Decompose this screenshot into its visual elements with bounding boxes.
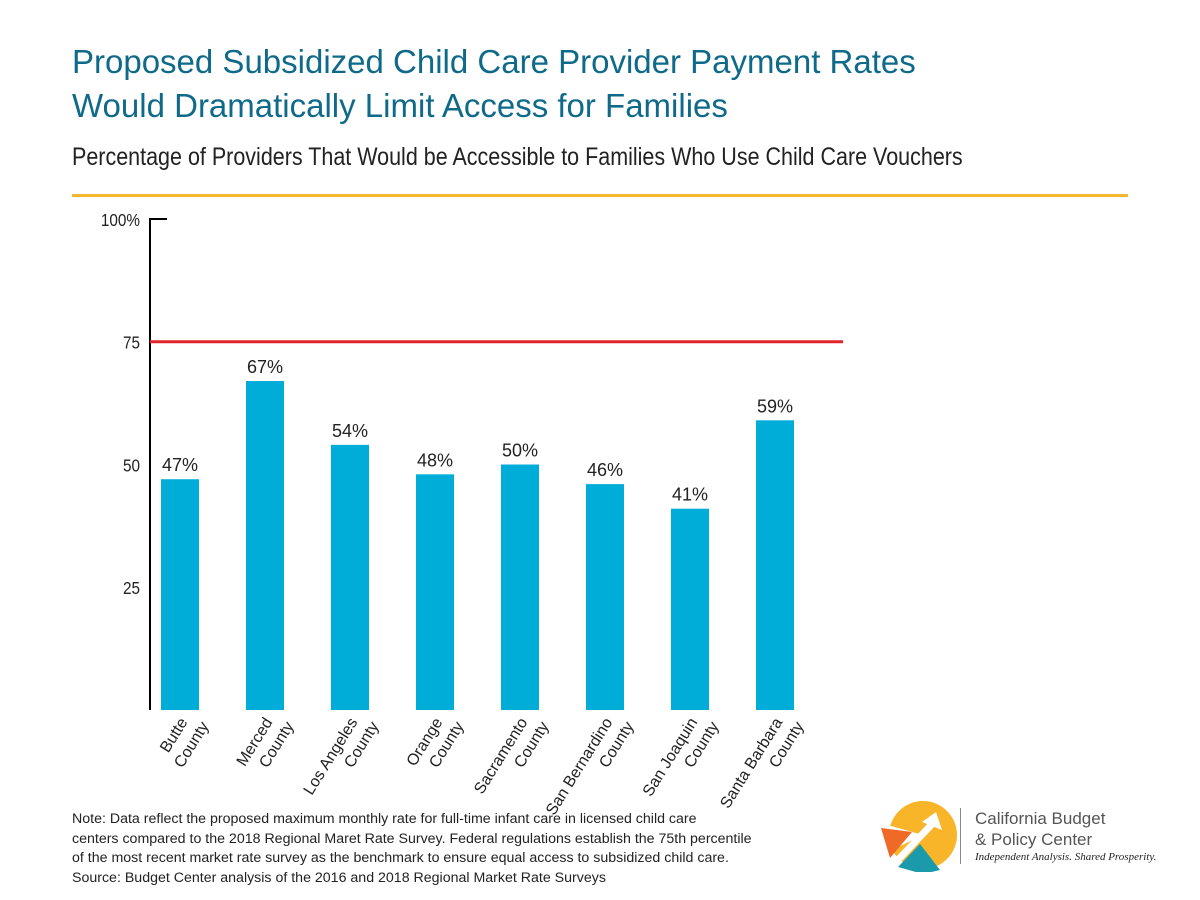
y-tick-label: 100% — [101, 210, 140, 230]
chart-subtitle: Percentage of Providers That Would be Ac… — [72, 143, 963, 171]
logo-name: California Budget & Policy Center — [975, 808, 1105, 850]
bar — [586, 484, 624, 710]
note-line: of the most recent market rate survey as… — [72, 850, 729, 866]
logo-name-line-2: & Policy Center — [975, 830, 1093, 849]
data-label: 48% — [417, 450, 453, 470]
data-label: 67% — [247, 357, 283, 377]
data-label: 46% — [587, 460, 623, 480]
data-label: 47% — [162, 455, 198, 475]
bar — [501, 464, 539, 710]
title-line-1: Proposed Subsidized Child Care Provider … — [72, 43, 916, 80]
bar — [331, 444, 369, 710]
logo-icon — [881, 801, 957, 872]
data-label: 41% — [672, 485, 708, 505]
divider — [72, 194, 1128, 197]
source-line: Source: Budget Center analysis of the 20… — [72, 869, 606, 886]
logo-tagline: Independent Analysis. Shared Prosperity. — [975, 851, 1157, 863]
y-tick-label: 75 — [123, 333, 140, 353]
chart-title: Proposed Subsidized Child Care Provider … — [72, 40, 916, 128]
logo-separator — [960, 808, 961, 864]
note-line: Note: Data reflect the proposed maximum … — [72, 811, 697, 827]
bar — [756, 420, 794, 710]
data-label: 54% — [332, 421, 368, 441]
bar — [161, 479, 199, 710]
data-label: 50% — [502, 441, 538, 461]
note: Note: Data reflect the proposed maximum … — [72, 810, 862, 888]
note-line: centers compared to the 2018 Regional Ma… — [72, 830, 752, 847]
bar — [671, 508, 709, 710]
logo-name-line-1: California Budget — [975, 809, 1106, 828]
y-tick-label: 50 — [123, 455, 140, 475]
title-line-2: Would Dramatically Limit Access for Fami… — [72, 87, 728, 124]
data-label: 59% — [757, 396, 793, 416]
bar — [246, 381, 284, 710]
y-tick-label: 25 — [123, 578, 140, 598]
bar — [416, 474, 454, 710]
